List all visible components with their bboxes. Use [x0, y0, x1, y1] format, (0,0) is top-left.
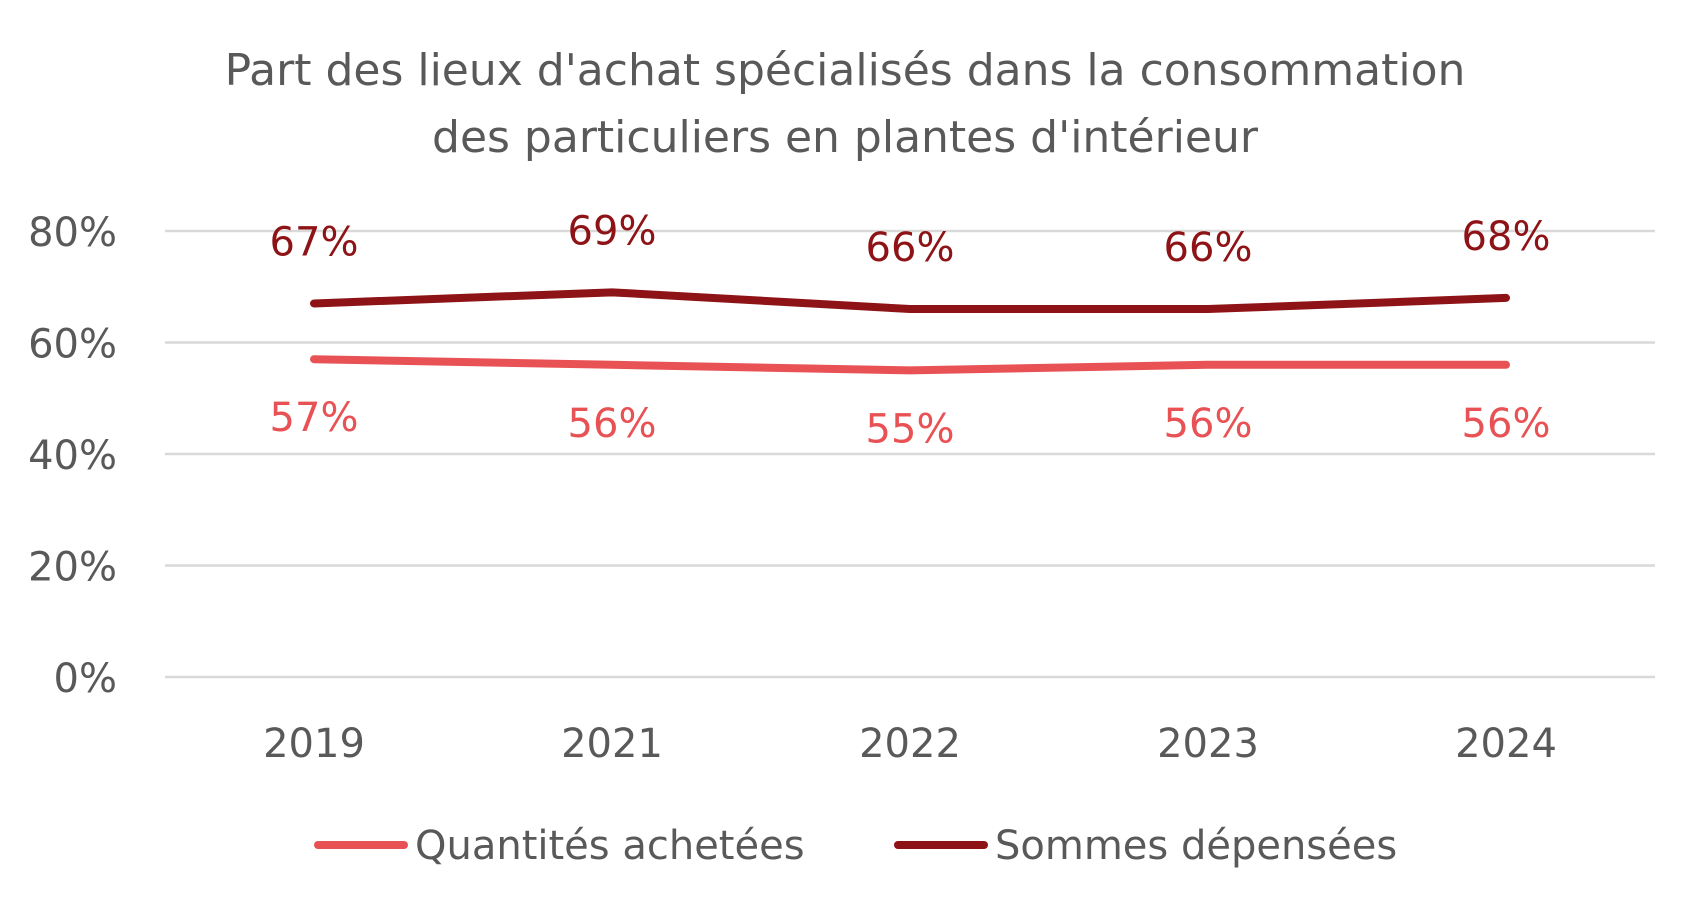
x-tick-label: 2021 [561, 721, 663, 767]
y-tick-label: 60% [28, 322, 117, 368]
data-label: 69% [568, 208, 657, 254]
data-label: 66% [866, 225, 955, 271]
legend-label: Sommes dépensées [995, 823, 1397, 869]
data-label: 56% [568, 401, 657, 447]
x-tick-label: 2022 [859, 721, 961, 767]
chart-title-line: des particuliers en plantes d'intérieur [432, 112, 1259, 163]
x-axis: 2019 2021 2022 2023 2024 [263, 721, 1557, 767]
legend: Quantités achetées Sommes dépensées [314, 823, 1397, 869]
data-label: 57% [270, 395, 359, 441]
x-tick-label: 2019 [263, 721, 365, 767]
chart-title: Part des lieux d'achat spécialisés dans … [225, 45, 1466, 163]
data-label: 68% [1462, 214, 1551, 260]
gridlines [165, 229, 1655, 679]
x-tick-label: 2023 [1157, 721, 1259, 767]
data-labels: 57% 56% 55% 56% 56% 67% 69% 66% 66% 68% [270, 208, 1551, 452]
data-label: 55% [866, 406, 955, 452]
y-axis: 0% 20% 40% 60% 80% [28, 210, 117, 702]
y-tick-label: 0% [54, 656, 117, 702]
series-line-quantites [310, 355, 1510, 375]
data-label: 66% [1164, 225, 1253, 271]
data-label: 56% [1164, 401, 1253, 447]
legend-label: Quantités achetées [415, 823, 805, 869]
data-label: 56% [1462, 401, 1551, 447]
series-line-sommes [310, 288, 1510, 314]
y-tick-label: 40% [28, 433, 117, 479]
data-label: 67% [270, 219, 359, 265]
x-tick-label: 2024 [1455, 721, 1557, 767]
series-lines [310, 288, 1510, 375]
y-tick-label: 20% [28, 545, 117, 591]
chart-title-line: Part des lieux d'achat spécialisés dans … [225, 45, 1466, 96]
y-tick-label: 80% [28, 210, 117, 256]
